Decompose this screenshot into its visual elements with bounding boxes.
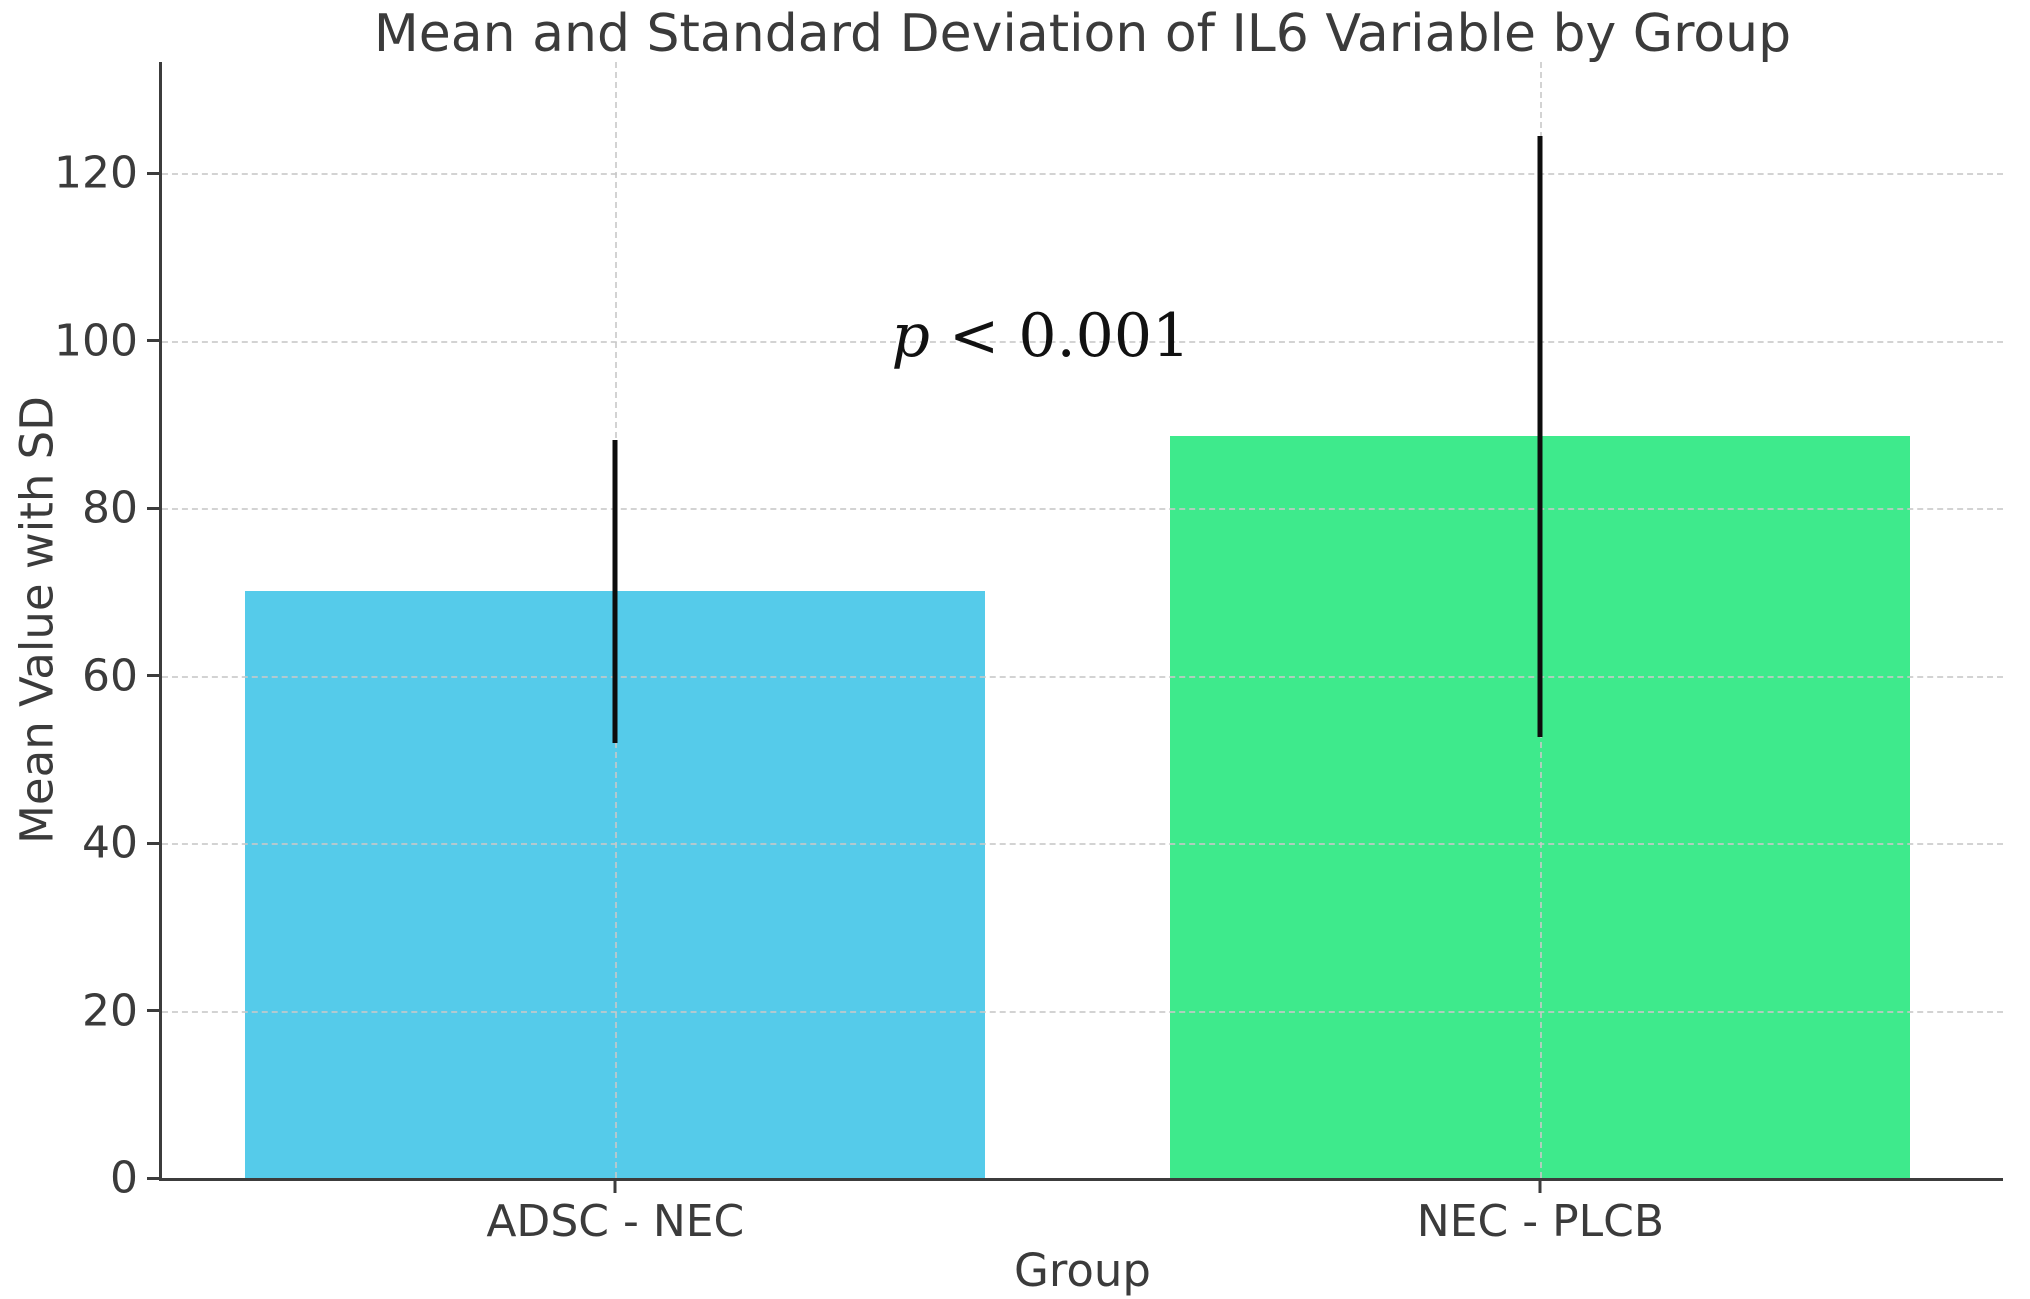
y-tick-label: 40 [82, 817, 138, 869]
y-tick-label: 20 [82, 985, 138, 1037]
error-bar [1537, 135, 1543, 737]
plot-area: p < 0.001 0 20 40 60 80 100 120 ADSC - NEC NEC -… [54, 62, 2003, 1247]
chart-title: Mean and Standard Deviation of IL6 Varia… [373, 4, 1792, 64]
y-tick-label: 80 [82, 482, 138, 534]
gridline-h [162, 340, 2003, 343]
x-tick-label: NEC - PLCB [1416, 1196, 1665, 1247]
y-tick-mark [147, 674, 159, 678]
y-tick-label: 60 [82, 650, 138, 702]
y-tick-label: 120 [54, 147, 138, 199]
y-axis-spine [159, 62, 162, 1178]
x-tick-mark [1538, 1181, 1542, 1193]
gridline-h [162, 675, 2003, 678]
p-value-annotation: p < 0.001 [892, 301, 1191, 371]
x-axis-spine [159, 1178, 2003, 1181]
y-axis-label: Mean Value with SD [10, 396, 64, 844]
x-axis-label: Group [1014, 1244, 1151, 1297]
x-tick-mark [613, 1181, 617, 1193]
y-tick-mark [147, 841, 159, 845]
y-tick-mark [147, 1176, 159, 1180]
p-value-text: < 0.001 [929, 300, 1191, 371]
p-symbol: p [891, 300, 930, 371]
y-tick-mark [147, 339, 159, 343]
x-tick-label: ADSC - NEC [486, 1196, 745, 1247]
y-tick-mark [147, 171, 159, 175]
gridline-h [162, 508, 2003, 511]
y-tick-mark [147, 506, 159, 510]
gridline-h [162, 173, 2003, 176]
y-tick-label: 0 [110, 1152, 138, 1204]
gridline-h [162, 843, 2003, 846]
error-bar [612, 439, 618, 743]
gridline-h [162, 1010, 2003, 1013]
y-tick-mark [147, 1009, 159, 1013]
y-tick-label: 100 [54, 315, 138, 367]
